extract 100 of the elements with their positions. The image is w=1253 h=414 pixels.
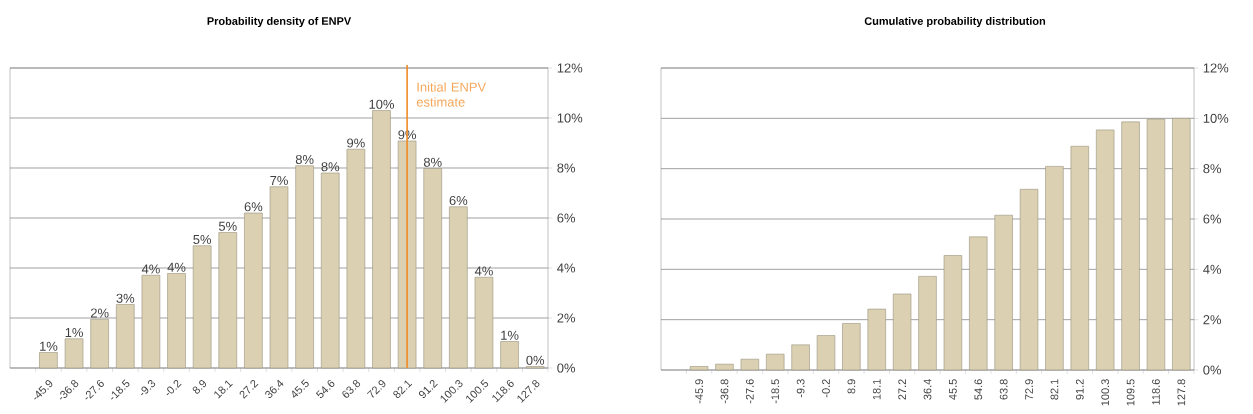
data-label: 0%: [526, 355, 545, 365]
y-tick-label: 2%: [557, 313, 576, 323]
bar: [842, 323, 861, 371]
bar: [1019, 189, 1039, 371]
bar: [218, 232, 238, 369]
data-label: 10%: [369, 99, 394, 109]
bar: [892, 293, 912, 371]
bar: [116, 304, 135, 369]
y-tick-label: 0%: [1203, 365, 1222, 375]
data-label: 1%: [501, 330, 519, 340]
data-label: 4%: [474, 266, 493, 276]
x-tick-label: 91.2: [418, 379, 438, 398]
data-label: 8%: [295, 154, 314, 165]
bar: [994, 214, 1013, 371]
x-tick-label: 54.6: [974, 379, 983, 400]
bar: [1121, 121, 1140, 371]
data-label: 3%: [116, 293, 135, 303]
x-tick-label: -0.2: [822, 379, 830, 398]
x-tick-label: -45.9: [695, 379, 703, 404]
x-tick-label: 72.9: [1025, 379, 1033, 400]
bar: [1146, 118, 1166, 371]
x-tick-label: 27.2: [898, 379, 906, 400]
data-label: 9%: [347, 138, 365, 148]
x-tick-label: 109.5: [1126, 379, 1135, 406]
bar: [269, 186, 289, 369]
bar: [689, 366, 709, 371]
x-tick-label: 36.4: [923, 379, 932, 400]
x-tick-label: 72.9: [366, 380, 386, 398]
y-tick-label: 4%: [557, 263, 576, 273]
data-label: 6%: [449, 195, 468, 206]
bar: [1096, 129, 1115, 371]
bar: [791, 344, 810, 371]
x-tick-label: -9.3: [796, 379, 805, 398]
bar: [1045, 166, 1064, 371]
y-tick-label: 12%: [557, 63, 583, 73]
bar: [449, 206, 468, 369]
x-tick-label: -27.6: [745, 379, 754, 404]
y-tick-label: 2%: [1203, 315, 1222, 325]
data-label: 4%: [141, 264, 160, 274]
x-tick-label: 100.3: [1101, 379, 1110, 406]
data-label: 5%: [218, 221, 237, 231]
x-tick-label: 45.5: [949, 379, 957, 400]
bar: [372, 110, 391, 369]
bar: [740, 358, 760, 371]
data-label: 2%: [90, 308, 109, 318]
x-tick-label: -18.5: [771, 379, 780, 404]
bar: [1172, 118, 1191, 371]
x-tick-label: 63.8: [342, 379, 361, 398]
bar: [244, 212, 263, 369]
bar: [816, 335, 836, 371]
bar: [969, 236, 988, 371]
x-tick-label: -9.3: [140, 379, 156, 396]
y-tick-label: 8%: [1203, 164, 1222, 174]
y-tick-label: 12%: [1203, 63, 1229, 73]
x-tick-label: 8.9: [847, 379, 856, 394]
data-label: 8%: [321, 162, 340, 172]
x-tick-label: 36.4: [265, 379, 284, 398]
bar: [1070, 145, 1089, 371]
chart-title: Probability density of ENPV: [207, 16, 352, 28]
data-label: 7%: [270, 175, 288, 186]
x-tick-label: 91.2: [1075, 379, 1084, 400]
y-tick-label: 8%: [557, 163, 576, 173]
x-tick-label: -0.2: [166, 379, 182, 396]
x-tick-label: 127.8: [1177, 379, 1186, 406]
bar: [64, 338, 84, 369]
x-tick-label: 82.1: [393, 380, 413, 398]
bar: [867, 308, 886, 371]
bar: [715, 363, 734, 371]
x-tick-label: 118.6: [1152, 379, 1160, 405]
chart-title: Cumulative probability distribution: [864, 16, 1046, 28]
bar: [192, 245, 212, 369]
x-tick-label: 82.1: [1050, 379, 1059, 400]
data-label: 4%: [167, 262, 186, 272]
data-label: 1%: [40, 341, 58, 351]
bar: [90, 318, 109, 369]
y-tick-label: 6%: [1203, 214, 1222, 224]
y-tick-label: 10%: [557, 113, 583, 123]
bar: [320, 172, 340, 369]
bar: [39, 352, 58, 369]
data-label: 1%: [65, 327, 83, 338]
y-tick-label: 4%: [1203, 264, 1222, 274]
bar: [295, 165, 314, 369]
bar: [766, 353, 785, 371]
bar: [167, 273, 186, 369]
x-tick-label: 18.1: [872, 379, 881, 400]
y-tick-label: 10%: [1203, 113, 1229, 123]
bar: [500, 341, 519, 369]
bar: [423, 168, 442, 369]
x-tick-label: 8.9: [192, 380, 207, 394]
data-label: 5%: [193, 234, 212, 245]
x-tick-label: -36.8: [720, 379, 729, 404]
bar: [346, 148, 366, 369]
bar: [918, 276, 937, 371]
y-tick-label: 0%: [557, 363, 576, 373]
y-tick-label: 6%: [557, 213, 576, 223]
x-tick-label: 63.8: [999, 379, 1008, 400]
ref-line-label: Initial ENPV estimate: [416, 82, 487, 107]
x-tick-label: 54.6: [315, 379, 335, 399]
bar: [943, 255, 963, 371]
data-label: 8%: [423, 157, 442, 167]
